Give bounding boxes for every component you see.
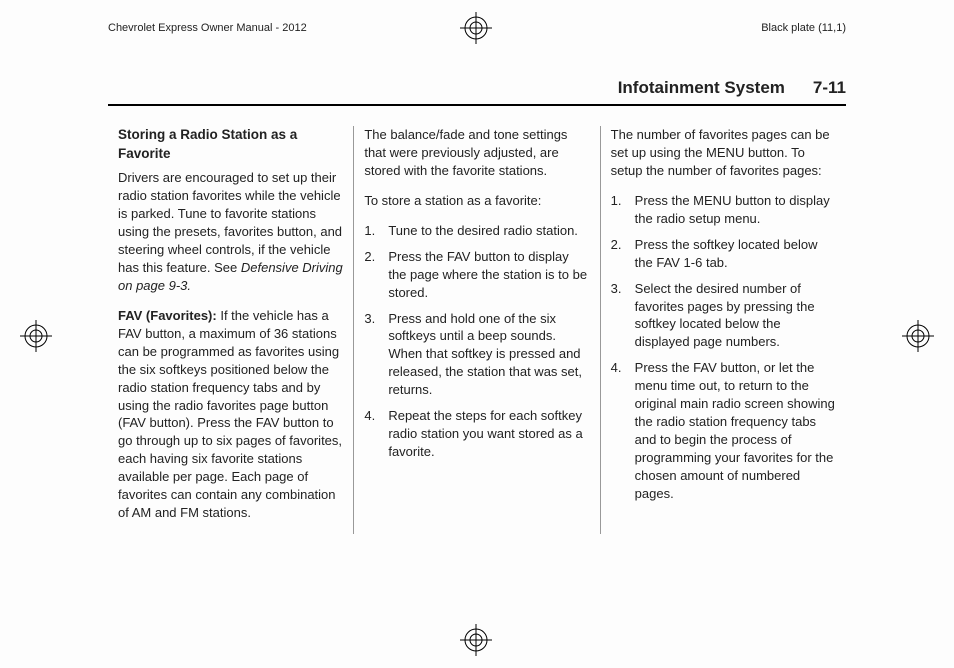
registration-mark-left <box>20 320 52 352</box>
registration-mark-right <box>902 320 934 352</box>
page-number: 7-11 <box>813 78 846 98</box>
plate-info: Black plate (11,1) <box>761 22 846 34</box>
fav-text: If the vehicle has a FAV button, a maxim… <box>118 308 342 520</box>
col2-steps: Tune to the desired radio station. Press… <box>364 222 589 461</box>
column-3: The number of favorites pages can be set… <box>600 126 846 534</box>
col3-step-1: Press the MENU button to display the rad… <box>611 192 836 228</box>
running-head: Infotainment System 7-11 <box>108 78 846 106</box>
col2-step-2: Press the FAV button to display the page… <box>364 248 589 302</box>
column-2: The balance/fade and tone settings that … <box>353 126 599 534</box>
col3-step-2: Press the softkey located below the FAV … <box>611 236 836 272</box>
content-columns: Storing a Radio Station as a Favorite Dr… <box>108 126 846 534</box>
manual-title: Chevrolet Express Owner Manual - 2012 <box>108 22 307 34</box>
column-1: Storing a Radio Station as a Favorite Dr… <box>108 126 353 534</box>
col2-p1: The balance/fade and tone settings that … <box>364 126 589 180</box>
crop-header: Chevrolet Express Owner Manual - 2012 Bl… <box>108 22 846 34</box>
fav-label: FAV (Favorites): <box>118 308 217 323</box>
col1-fav-para: FAV (Favorites): If the vehicle has a FA… <box>118 307 343 522</box>
section-title: Infotainment System <box>618 78 785 98</box>
col3-step-3: Select the desired number of favorites p… <box>611 280 836 352</box>
col1-para1: Drivers are encouraged to set up their r… <box>118 169 343 295</box>
col2-p2: To store a station as a favorite: <box>364 192 589 210</box>
col2-step-3: Press and hold one of the six softkeys u… <box>364 310 589 400</box>
col3-step-4: Press the FAV button, or let the menu ti… <box>611 359 836 503</box>
col3-p1: The number of favorites pages can be set… <box>611 126 836 180</box>
col2-step-1: Tune to the desired radio station. <box>364 222 589 240</box>
favorite-heading: Storing a Radio Station as a Favorite <box>118 126 343 163</box>
col3-steps: Press the MENU button to display the rad… <box>611 192 836 503</box>
col2-step-4: Repeat the steps for each softkey radio … <box>364 407 589 461</box>
page-frame: Infotainment System 7-11 Storing a Radio… <box>108 78 846 638</box>
